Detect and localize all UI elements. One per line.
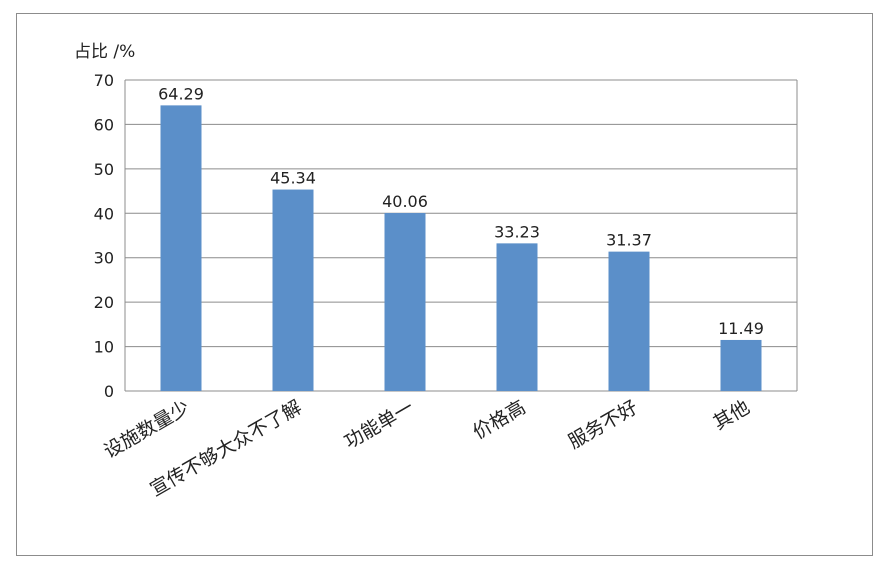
bar xyxy=(720,339,762,391)
y-tick-label: 20 xyxy=(94,293,114,312)
data-label: 11.49 xyxy=(718,319,764,338)
bar xyxy=(496,243,538,391)
bar xyxy=(160,105,202,391)
bar xyxy=(384,213,426,391)
category-label: 功能单一 xyxy=(341,396,418,453)
data-label: 45.34 xyxy=(270,169,316,188)
category-label: 价格高 xyxy=(469,396,529,444)
data-label: 31.37 xyxy=(606,231,652,250)
y-tick-labels: 0 10 20 30 40 50 60 70 xyxy=(94,71,114,401)
y-axis-unit-label: 占比 /% xyxy=(74,42,135,62)
chart-frame xyxy=(16,13,873,556)
y-tick-label: 50 xyxy=(94,160,114,179)
bar xyxy=(272,189,314,391)
data-label: 40.06 xyxy=(382,192,428,211)
y-tick-label: 40 xyxy=(94,204,114,223)
bars xyxy=(160,105,762,391)
category-label: 设施数量少 xyxy=(100,396,193,463)
bar xyxy=(608,251,650,391)
gridlines xyxy=(125,123,797,348)
y-tick-label: 60 xyxy=(94,115,114,134)
y-tick-label: 30 xyxy=(94,249,114,268)
y-tick-label: 70 xyxy=(94,71,114,90)
category-label: 服务不好 xyxy=(565,396,642,453)
data-label: 64.29 xyxy=(158,84,204,103)
category-label: 其他 xyxy=(710,396,754,434)
data-labels: 64.29 45.34 40.06 33.23 31.37 11.49 xyxy=(158,84,764,338)
y-tick-label: 0 xyxy=(104,382,114,401)
data-label: 33.23 xyxy=(494,222,540,241)
y-tick-label: 10 xyxy=(94,338,114,357)
